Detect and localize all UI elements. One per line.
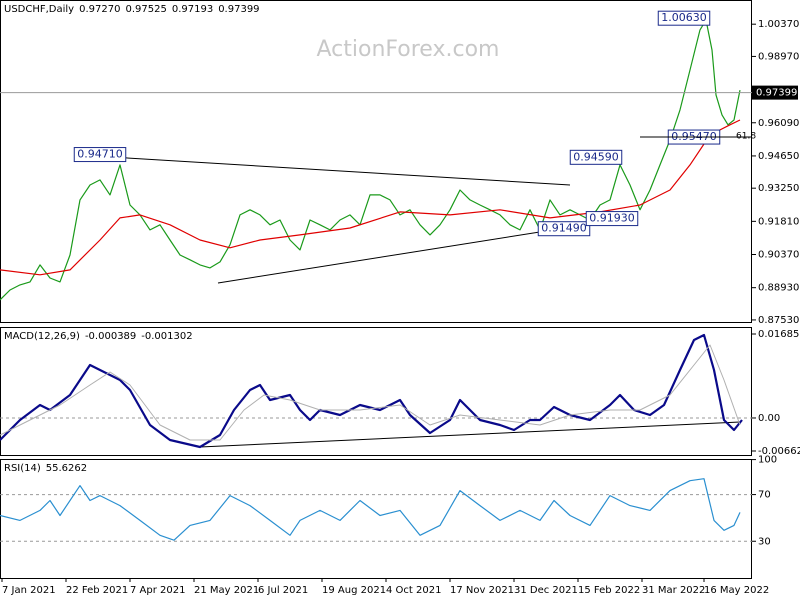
series-line (0, 478, 741, 541)
price-annotation-box (585, 211, 639, 227)
price-annotation-box (73, 147, 127, 163)
x-tick-label: 6 Jul 2021 (258, 585, 308, 596)
panel-title: MACD(12,26,9) (4, 331, 80, 342)
price-annotation-label: 0.91930 (589, 212, 635, 225)
y-tick-label: 0.88930 (758, 283, 799, 294)
indicator-reading: -0.000389 (85, 331, 136, 342)
price-annotation-label: 1.00630 (661, 11, 707, 24)
panel-header: USDCHF,Daily 0.97270 0.97525 0.97193 0.97399 (4, 4, 260, 15)
panel-frame (0, 0, 752, 323)
y-tick-label: 0.93250 (758, 183, 799, 194)
panel-frame (0, 459, 752, 579)
x-tick-label: 15 Feb 2022 (578, 585, 640, 596)
y-tick-label: 30 (758, 536, 771, 547)
y-tick-label: -0.006629 (758, 446, 800, 457)
panel-header: MACD(12,26,9) -0.000389 -0.001302 (4, 331, 193, 342)
current-price-label: 0.97399 (756, 88, 797, 99)
x-tick-label: 31 Mar 2022 (642, 585, 705, 596)
x-tick-label: 4 Oct 2021 (386, 585, 441, 596)
y-tick-label: 0.00 (758, 413, 780, 424)
watermark: ActionForex.com (317, 37, 500, 62)
ohlc-value: 0.97270 (79, 4, 120, 15)
series-line (0, 119, 741, 276)
series-line (0, 344, 741, 441)
price-annotation-label: 0.94590 (573, 150, 619, 163)
y-tick-label: 0.90370 (758, 250, 799, 261)
indicator-reading: -0.001302 (141, 331, 192, 342)
y-tick-label: 70 (758, 490, 771, 501)
x-tick-label: 16 May 2022 (704, 585, 769, 596)
x-tick-label: 7 Jan 2021 (2, 585, 56, 596)
y-tick-label: 0.016856 (758, 329, 800, 340)
panel-title: RSI(14) (4, 463, 41, 474)
price-annotation-label: 0.91490 (541, 222, 587, 235)
panel-frame (0, 327, 752, 456)
x-tick-label: 7 Apr 2021 (130, 585, 185, 596)
trend-line (217, 227, 566, 284)
fib-label: 61.8 (736, 132, 756, 142)
y-tick-label: 0.94650 (758, 151, 799, 162)
series-line (0, 19, 741, 301)
panel-title: USDCHF,Daily (4, 4, 74, 15)
trend-line (199, 421, 741, 448)
ohlc-value: 0.97525 (125, 4, 166, 15)
price-annotation-box (537, 221, 591, 237)
x-tick-label: 19 Aug 2021 (322, 585, 386, 596)
y-tick-label: 0.96090 (758, 118, 799, 129)
x-tick-label: 21 May 2021 (194, 585, 259, 596)
y-tick-label: 0.98970 (758, 51, 799, 62)
x-tick-label: 22 Feb 2021 (66, 585, 128, 596)
y-tick-label: 1.00370 (758, 19, 799, 30)
current-price-box (752, 85, 798, 100)
series-line (0, 333, 743, 449)
trend-line (94, 155, 571, 186)
price-annotation-box (569, 149, 623, 165)
panel-header: RSI(14) 55.6262 (4, 463, 87, 474)
ohlc-value: 0.97399 (218, 4, 259, 15)
price-annotation-label: 0.94710 (77, 148, 123, 161)
y-tick-label: 100 (758, 455, 777, 466)
x-tick-label: 17 Nov 2021 (450, 585, 514, 596)
x-tick-label: 31 Dec 2021 (514, 585, 578, 596)
ohlc-value: 0.97193 (172, 4, 213, 15)
y-tick-label: 0.91810 (758, 216, 799, 227)
y-tick-label: 0.87530 (758, 315, 799, 326)
indicator-reading: 55.6262 (46, 463, 87, 474)
price-annotation-box (657, 10, 711, 26)
